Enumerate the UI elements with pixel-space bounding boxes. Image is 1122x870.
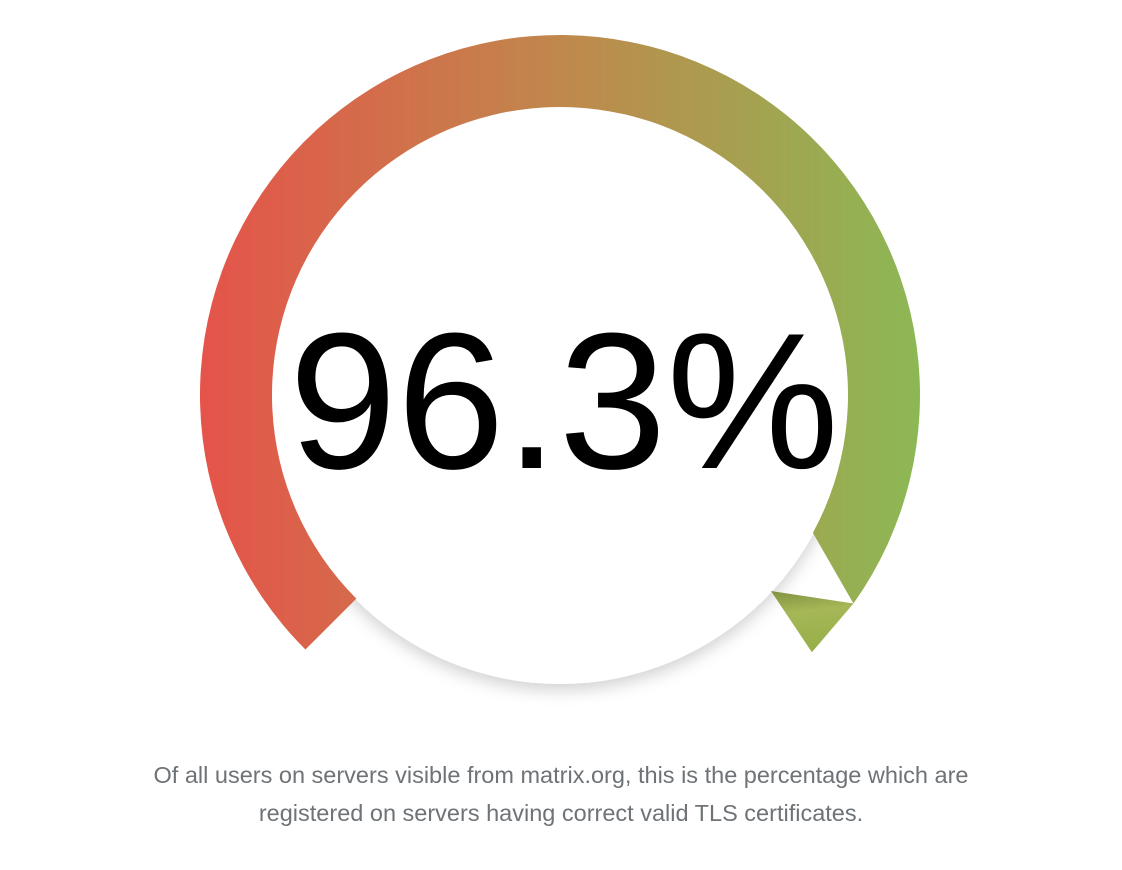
gauge-chart: 96.3%	[199, 34, 920, 684]
gauge-caption: Of all users on servers visible from mat…	[0, 756, 1122, 832]
gauge-arc	[199, 34, 920, 650]
caption-line-1: Of all users on servers visible from mat…	[153, 762, 969, 788]
gauge-value-label: 96.3%	[289, 293, 839, 510]
gauge-arrow	[770, 591, 854, 653]
caption-line-2: registered on servers having correct val…	[258, 800, 864, 826]
gauge-inner-circle	[271, 106, 849, 684]
